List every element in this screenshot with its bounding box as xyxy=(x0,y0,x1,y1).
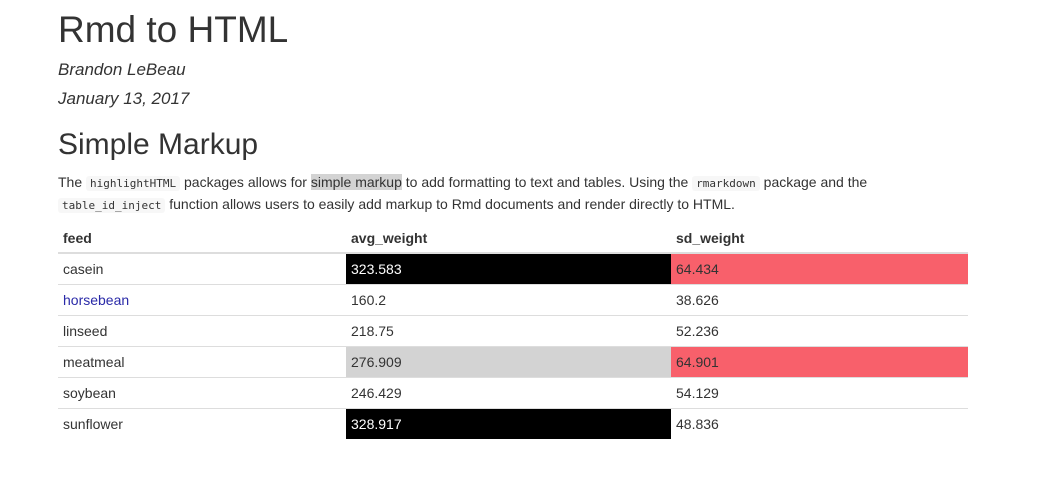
author-name: Brandon LeBeau xyxy=(58,60,186,79)
cell-avg-weight: 276.909 xyxy=(346,346,671,378)
cell-sd-weight: 64.901 xyxy=(671,346,968,378)
cell-sd-weight: 38.626 xyxy=(671,284,968,316)
cell-avg-weight: 246.429 xyxy=(346,377,671,409)
paragraph-text: to add formatting to text and tables. Us… xyxy=(401,174,693,190)
page-title: Rmd to HTML xyxy=(58,9,289,50)
table-row: sunflower 328.917 48.836 xyxy=(58,408,968,439)
paragraph-text: The xyxy=(58,174,87,190)
cell-avg-weight: 323.583 xyxy=(346,252,671,285)
paragraph-text: function allows users to easily add mark… xyxy=(165,196,735,212)
cell-avg-weight: 218.75 xyxy=(346,315,671,347)
cell-sd-weight: 52.236 xyxy=(671,315,968,347)
cell-avg-weight: 328.917 xyxy=(346,408,671,439)
inline-code-table-id-inject: table_id_inject xyxy=(58,198,166,213)
cell-feed: soybean xyxy=(58,377,346,409)
cell-sd-weight: 54.129 xyxy=(671,377,968,409)
paragraph-text: packages allows for xyxy=(180,174,311,190)
column-header-feed: feed xyxy=(58,224,346,254)
column-header-avg-weight: avg_weight xyxy=(346,224,671,254)
table-row: meatmeal 276.909 64.901 xyxy=(58,346,968,378)
table-header-row: feed avg_weight sd_weight xyxy=(58,224,968,254)
section-heading: Simple Markup xyxy=(58,128,259,161)
inline-code-rmarkdown: rmarkdown xyxy=(692,176,760,191)
inline-code-highlighthtml: highlightHTML xyxy=(86,176,181,191)
table-row: linseed 218.75 52.236 xyxy=(58,315,968,347)
cell-sd-weight: 64.434 xyxy=(671,252,968,285)
column-header-sd-weight: sd_weight xyxy=(671,224,968,254)
cell-feed[interactable]: horsebean xyxy=(58,284,346,316)
feed-weight-table: feed avg_weight sd_weight casein 323.583… xyxy=(58,224,968,439)
cell-sd-weight: 48.836 xyxy=(671,408,968,439)
cell-feed: meatmeal xyxy=(58,346,346,378)
cell-feed: linseed xyxy=(58,315,346,347)
highlighted-text: simple markup xyxy=(310,174,402,190)
table-row: soybean 246.429 54.129 xyxy=(58,377,968,409)
table-row: casein 323.583 64.434 xyxy=(58,252,968,285)
table-row: horsebean 160.2 38.626 xyxy=(58,284,968,316)
cell-feed: sunflower xyxy=(58,408,346,439)
document-date: January 13, 2017 xyxy=(58,89,190,108)
intro-paragraph: The highlightHTML packages allows for si… xyxy=(58,172,958,216)
paragraph-text: package and the xyxy=(759,174,868,190)
cell-avg-weight: 160.2 xyxy=(346,284,671,316)
cell-feed: casein xyxy=(58,252,346,285)
